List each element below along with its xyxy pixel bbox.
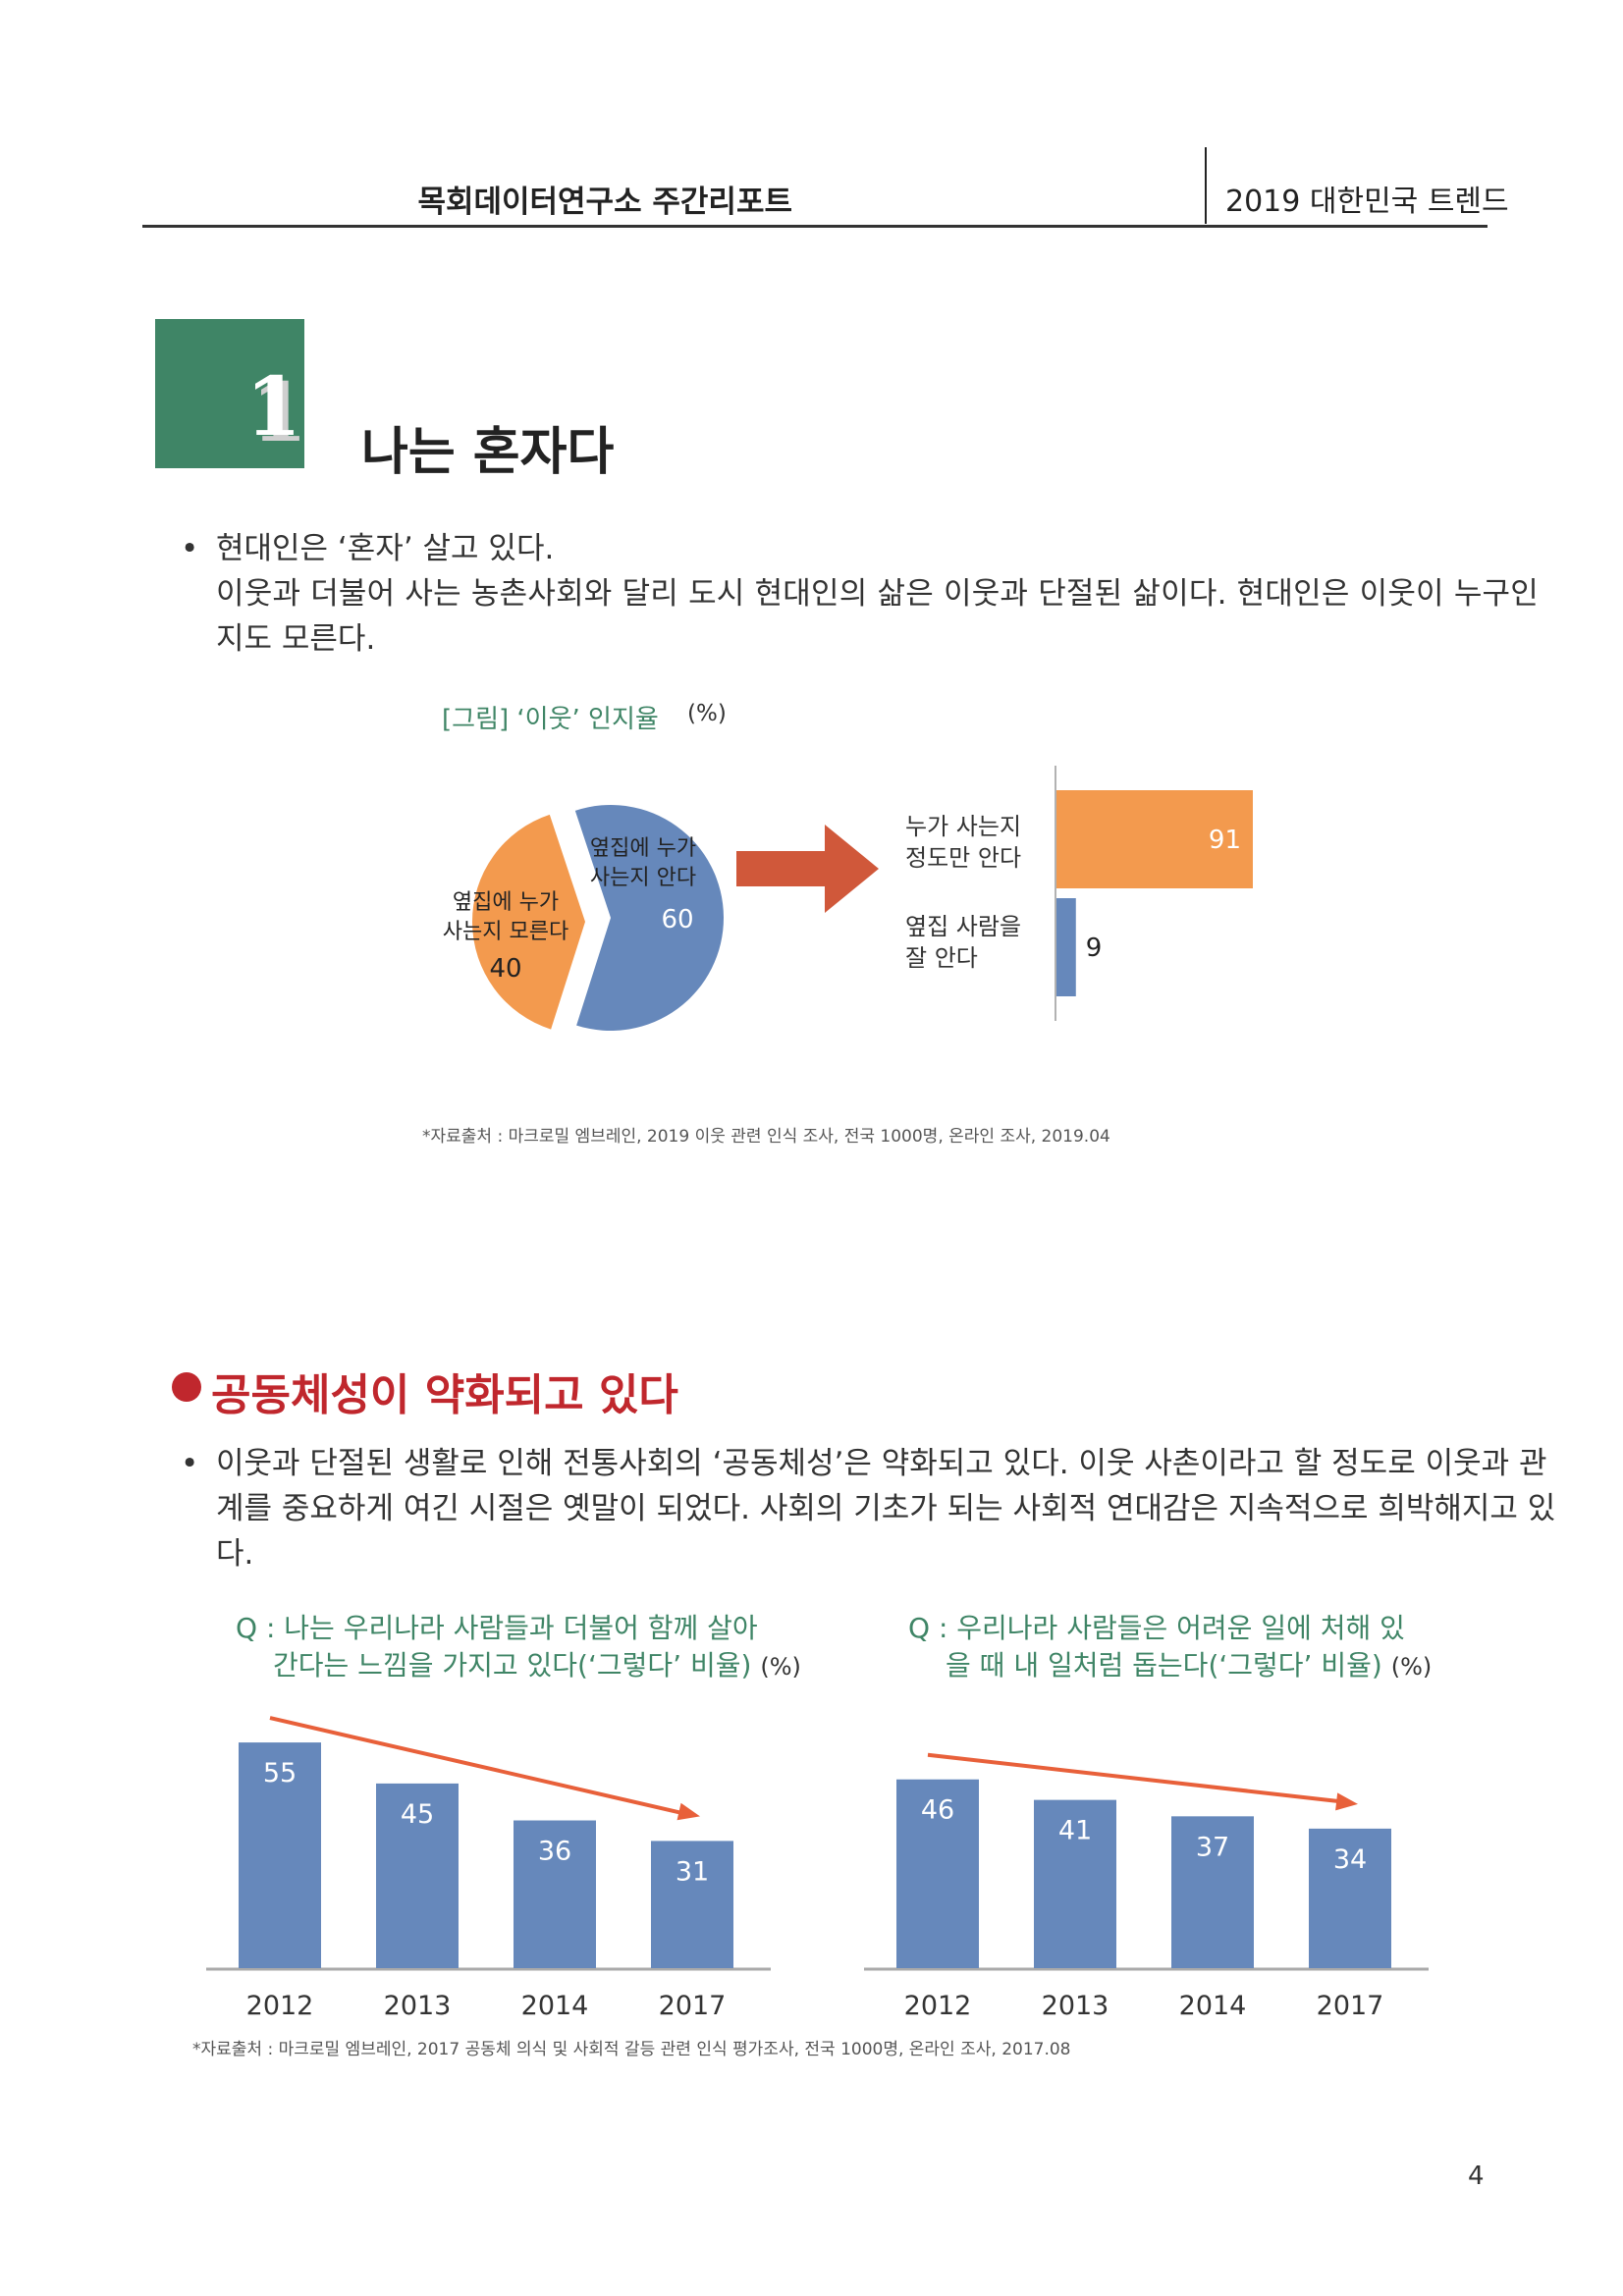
hbar-2 bbox=[1056, 898, 1076, 996]
section-number: 1 bbox=[245, 360, 302, 454]
question-2: Q : 우리나라 사람들은 어려운 일에 처해 있 을 때 내 일처럼 돕는다(… bbox=[908, 1610, 1432, 1685]
question-2-line-1: Q : 우리나라 사람들은 어려운 일에 처해 있 bbox=[908, 1612, 1405, 1644]
pie-value-doesnt-know: 40 bbox=[489, 954, 522, 984]
hbar-label-1-line-2: 정도만 안다 bbox=[905, 844, 1022, 872]
bar-value-2012: 46 bbox=[921, 1795, 954, 1826]
pie-label-knows-line-1: 옆집에 누가 bbox=[589, 836, 697, 861]
pie-chart bbox=[471, 805, 724, 1031]
x-tick-2017: 2017 bbox=[659, 1991, 727, 2021]
bullet-2-line-3: 다. bbox=[216, 1536, 254, 1572]
red-bullet-icon bbox=[172, 1372, 201, 1402]
question-1-line-2: 간다는 느낌을 가지고 있다(‘그렇다’ 비율) bbox=[273, 1649, 752, 1682]
pie-label-knows-line-2: 사는지 안다 bbox=[589, 866, 697, 890]
page-number: 4 bbox=[1468, 2162, 1485, 2191]
question-1-unit: (%) bbox=[760, 1653, 801, 1681]
hbar-label-2-line-2: 잘 안다 bbox=[905, 944, 978, 972]
figure-1-unit: (%) bbox=[687, 701, 727, 726]
pie-label-knows: 옆집에 누가 사는지 안다 bbox=[579, 834, 707, 893]
question-2-unit: (%) bbox=[1390, 1653, 1433, 1681]
hbar-1 bbox=[1056, 790, 1253, 888]
bar-2017 bbox=[1309, 1828, 1391, 1968]
hbar-label-1: 누가 사는지 정도만 안다 bbox=[905, 811, 1021, 874]
bar-chart-2: 46 2012 41 2013 37 2014 34 2017 bbox=[864, 1752, 1429, 2021]
bar-2013 bbox=[376, 1783, 459, 1968]
bar-value-2014: 37 bbox=[1196, 1832, 1229, 1862]
bar-value-2012: 55 bbox=[263, 1758, 297, 1789]
header-separator bbox=[1205, 147, 1207, 224]
hbar-value-2: 9 bbox=[1086, 934, 1103, 963]
header-rule bbox=[142, 225, 1488, 228]
hbar-label-1-line-1: 누가 사는지 bbox=[905, 813, 1022, 840]
figure-2-source: *자료출처 : 마크로밀 엠브레인, 2017 공동체 의식 및 사회적 갈등 … bbox=[192, 2040, 1071, 2059]
pie-label-doesnt-know-line-2: 사는지 모른다 bbox=[442, 920, 569, 944]
x-tick-2013: 2013 bbox=[384, 1991, 452, 2021]
bar-2014 bbox=[1171, 1816, 1254, 1968]
pie-slice-knows bbox=[574, 805, 724, 1031]
section-number-shadow: 1 bbox=[251, 366, 308, 460]
bullet-1-line-3: 지도 모른다. bbox=[216, 621, 376, 657]
subsection-title: 공동체성이 약화되고 있다 bbox=[211, 1370, 678, 1420]
bar-2012 bbox=[896, 1779, 979, 1968]
question-2-line-2: 을 때 내 일처럼 돕는다(‘그렇다’ 비율) bbox=[946, 1649, 1382, 1682]
bullet-paragraph-2: • 이웃과 단절된 생활로 인해 전통사회의 ‘공동체성’은 약화되고 있다. … bbox=[181, 1441, 1556, 1576]
bar-value-2017: 31 bbox=[676, 1856, 709, 1887]
bullet-1-line-2: 이웃과 더불어 사는 농촌사회와 달리 도시 현대인의 삶은 이웃과 단절된 삶… bbox=[216, 576, 1539, 612]
trend-arrow-line bbox=[927, 1752, 1347, 1804]
x-tick-2017: 2017 bbox=[1317, 1991, 1384, 2021]
report-subtitle: 2019 대한민국 트렌드 bbox=[1225, 185, 1509, 219]
bullet-2-line-1: 이웃과 단절된 생활로 인해 전통사회의 ‘공동체성’은 약화되고 있다. 이웃… bbox=[216, 1446, 1547, 1481]
bar-value-2013: 45 bbox=[401, 1799, 434, 1830]
bar-value-2014: 36 bbox=[538, 1837, 571, 1867]
trend-arrow-head-icon bbox=[1335, 1792, 1358, 1811]
pie-label-doesnt-know-line-1: 옆집에 누가 bbox=[452, 890, 560, 915]
bullet-paragraph-1: • 현대인은 ‘혼자’ 살고 있다. 이웃과 더불어 사는 농촌사회와 달리 도… bbox=[181, 526, 1539, 662]
question-1-line-2-row: 간다는 느낌을 가지고 있다(‘그렇다’ 비율) (%) bbox=[236, 1647, 801, 1685]
x-tick-2012: 2012 bbox=[904, 1991, 972, 2021]
bullet-2-line-2: 계를 중요하게 여긴 시절은 옛말이 되었다. 사회의 기초가 되는 사회적 연… bbox=[216, 1491, 1556, 1526]
pie-value-knows: 60 bbox=[661, 905, 694, 934]
x-tick-2014: 2014 bbox=[1179, 1991, 1247, 2021]
right-arrow-icon bbox=[736, 825, 879, 913]
trend-arrow-head-icon bbox=[676, 1802, 700, 1821]
bar-2013 bbox=[1034, 1799, 1116, 1968]
pie-slice-doesnt-know bbox=[471, 814, 585, 1030]
x-tick-2014: 2014 bbox=[521, 1991, 589, 2021]
bar-2017 bbox=[651, 1841, 733, 1968]
bar-chart-1: 55 2012 45 2013 36 2014 31 2017 bbox=[206, 1716, 771, 2021]
bullet-dot: • bbox=[181, 531, 199, 566]
pie-label-doesnt-know: 옆집에 누가 사는지 모른다 bbox=[432, 888, 579, 947]
question-1-line-1: Q : 나는 우리나라 사람들과 더불어 함께 살아 bbox=[236, 1612, 758, 1644]
bar-value-2013: 41 bbox=[1058, 1816, 1092, 1846]
question-2-line-2-row: 을 때 내 일처럼 돕는다(‘그렇다’ 비율) (%) bbox=[908, 1647, 1432, 1685]
figure-1-source: *자료출처 : 마크로밀 엠브레인, 2019 이웃 관련 인식 조사, 전국 … bbox=[422, 1127, 1110, 1147]
hbar-value-1: 91 bbox=[1209, 826, 1241, 855]
bullet-dot: • bbox=[181, 1446, 199, 1481]
bar-2014 bbox=[514, 1820, 596, 1968]
trend-arrow-line bbox=[269, 1716, 689, 1817]
x-tick-2013: 2013 bbox=[1042, 1991, 1109, 2021]
question-1: Q : 나는 우리나라 사람들과 더불어 함께 살아 간다는 느낌을 가지고 있… bbox=[236, 1610, 801, 1685]
report-title: 목회데이터연구소 주간리포트 bbox=[417, 185, 792, 220]
bullet-1-line-1: 현대인은 ‘혼자’ 살고 있다. bbox=[216, 531, 555, 566]
section-number-box bbox=[155, 319, 304, 468]
horizontal-bar-chart: 91 9 bbox=[1055, 766, 1253, 1021]
hbar-label-2: 옆집 사람을 잘 안다 bbox=[905, 911, 1021, 974]
figure-1-caption: [그림] ‘이웃’ 인지율 bbox=[442, 705, 659, 734]
bar-2012 bbox=[239, 1742, 321, 1968]
x-tick-2012: 2012 bbox=[246, 1991, 314, 2021]
bar-value-2017: 34 bbox=[1333, 1844, 1367, 1875]
hbar-label-2-line-1: 옆집 사람을 bbox=[905, 913, 1022, 940]
section-title: 나는 혼자다 bbox=[361, 423, 615, 482]
